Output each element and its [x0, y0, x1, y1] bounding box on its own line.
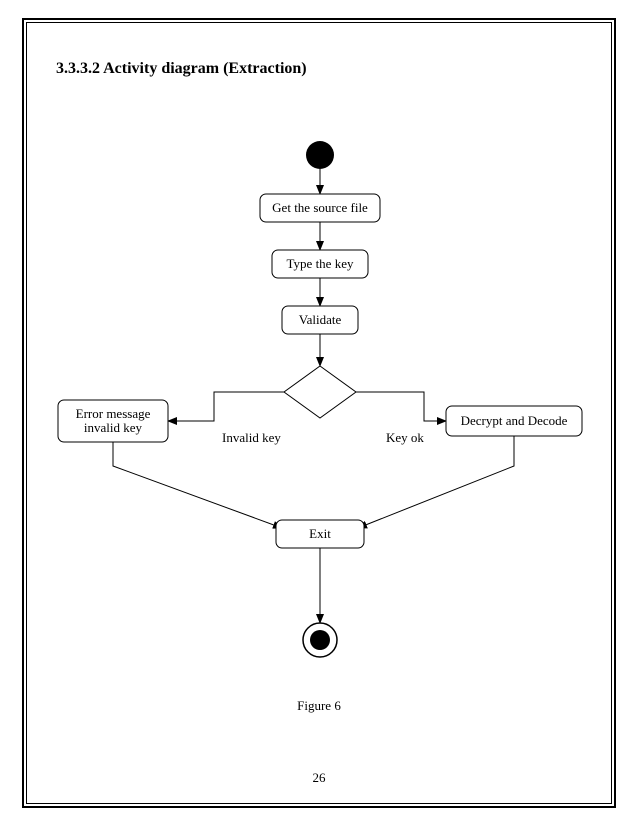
activity-label-error: invalid key — [84, 420, 143, 435]
edge-label-decision-error: Invalid key — [222, 430, 281, 445]
activity-label-decrypt: Decrypt and Decode — [461, 413, 568, 428]
edge-label-decision-decrypt: Key ok — [386, 430, 424, 445]
edge-labels-layer: Invalid key Key ok — [222, 430, 424, 445]
activity-label-typekey: Type the key — [287, 256, 354, 271]
activity-label-getfile: Get the source file — [272, 200, 368, 215]
page-number: 26 — [0, 770, 638, 786]
edge-decision-decrypt — [356, 392, 446, 421]
figure-caption: Figure 6 — [0, 698, 638, 714]
start-node — [306, 141, 334, 169]
edge-decision-error — [168, 392, 284, 421]
end-node-dot — [310, 630, 330, 650]
edge-decrypt-exit — [358, 436, 514, 528]
activity-label-error: Error message — [76, 406, 151, 421]
activity-label-exit: Exit — [309, 526, 331, 541]
decision-node — [284, 366, 356, 418]
activity-label-validate: Validate — [299, 312, 342, 327]
edge-error-exit — [113, 442, 282, 528]
document-page: 3.3.3.2 Activity diagram (Extraction) Ge… — [0, 0, 638, 826]
